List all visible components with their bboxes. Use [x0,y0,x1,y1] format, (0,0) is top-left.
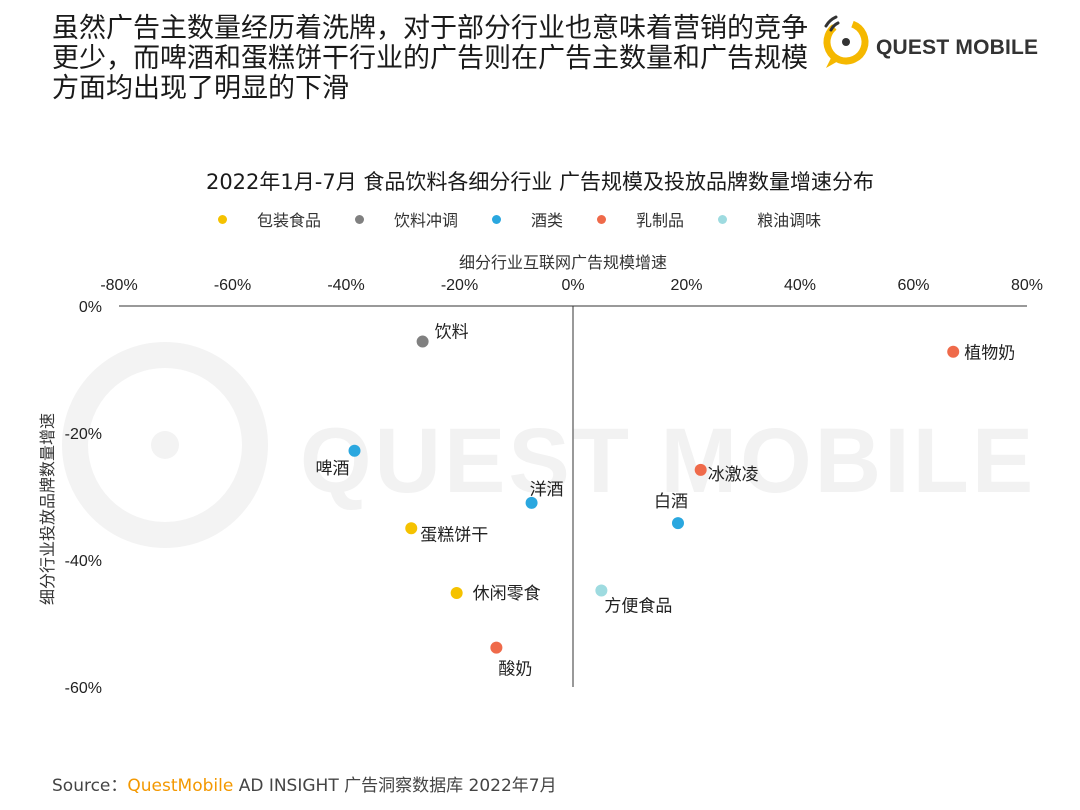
y-tick-label: -60% [65,680,102,697]
source-brand: QuestMobile [127,776,234,796]
legend-item-condiments: 粮油调味 [718,207,821,231]
x-tick-label: 60% [897,277,929,294]
legend-label-dairy: 乳制品 [636,211,685,230]
x-tick-label: 20% [670,277,702,294]
data-point-label: 休闲零食 [473,584,541,604]
legend-item-beverages: 饮料冲调 [355,207,458,231]
legend-label-condiments: 粮油调味 [757,211,822,230]
data-point [694,463,707,476]
headline-line-3: 方面均出现了明显的下滑 [52,73,349,104]
chart-title: 2022年1月-7月 食品饮料各细分行业 广告规模及投放品牌数量增速分布 [205,170,875,194]
legend-dot-alcohol [492,214,502,224]
data-point [416,335,429,348]
headline-line-2: 更少，而啤酒和蛋糕饼干行业的广告则在广告主数量和广告规模 [52,43,808,74]
x-tick-label: -20% [441,277,478,294]
legend-item-dairy: 乳制品 [597,207,684,231]
watermark-logo-ring [62,342,268,548]
data-point-label: 方便食品 [604,596,672,616]
legend-dot-condiments [718,214,728,224]
data-point-label: 植物奶 [964,344,1015,364]
watermark: QUEST MOBILE [62,342,1036,548]
chart-legend: 包装食品 饮料冲调 酒类 乳制品 粮油调味 [218,207,821,231]
legend-dot-packaged-food [218,214,227,224]
data-point [490,641,503,654]
y-axis-title: 细分行业投放品牌数量增速 [38,413,57,605]
legend-label-beverages: 饮料冲调 [394,211,459,230]
data-point [671,517,684,530]
x-axis-title: 细分行业互联网广告规模增速 [459,253,667,272]
source-note: Source：QuestMobile AD INSIGHT 广告洞察数据库 20… [52,771,557,796]
data-point-label: 白酒 [654,492,688,512]
x-tick-label: -80% [100,277,137,294]
source-prefix: Source： [52,776,128,796]
x-tick-label: 80% [1011,277,1043,294]
watermark-logo-dot [151,431,179,459]
data-point-label: 酸奶 [498,660,532,680]
legend-item-packaged-food: 包装食品 [218,207,321,231]
legend-dot-dairy [597,214,607,224]
legend-label-packaged-food: 包装食品 [257,211,322,230]
data-point-label: 洋酒 [530,480,564,500]
headline-line-1: 虽然广告主数量经历着洗牌，对于部分行业也意味着营销的竞争 [52,13,808,44]
headline: 虽然广告主数量经历着洗牌，对于部分行业也意味着营销的竞争 更少，而啤酒和蛋糕饼干… [52,14,822,104]
data-point-label: 啤酒 [316,459,350,479]
y-tick-label: -40% [65,553,102,570]
y-tick-label: 0% [79,299,102,316]
legend-label-alcohol: 酒类 [531,211,564,230]
y-tick-label: -20% [65,426,102,443]
brand-logo: QUEST MOBILE [818,12,1048,76]
questmobile-logo-icon [823,15,869,68]
legend-item-alcohol: 酒类 [492,207,563,231]
x-tick-label: -60% [214,277,251,294]
data-point-label: 饮料 [435,323,469,343]
data-point [947,345,960,358]
data-point-label: 蛋糕饼干 [420,525,488,545]
data-point [450,587,463,600]
x-tick-label: -40% [327,277,364,294]
legend-dot-beverages [355,214,365,224]
data-point [595,584,608,597]
watermark-text: QUEST MOBILE [300,410,1036,512]
x-tick-label: 0% [561,277,584,294]
source-rest: AD INSIGHT 广告洞察数据库 2022年7月 [233,776,557,796]
data-point [525,496,538,509]
x-tick-label: 40% [784,277,816,294]
data-point [348,444,361,457]
data-point-label: 冰激凌 [708,465,759,485]
data-point [405,522,418,535]
brand-name: QUEST MOBILE [876,36,1039,59]
